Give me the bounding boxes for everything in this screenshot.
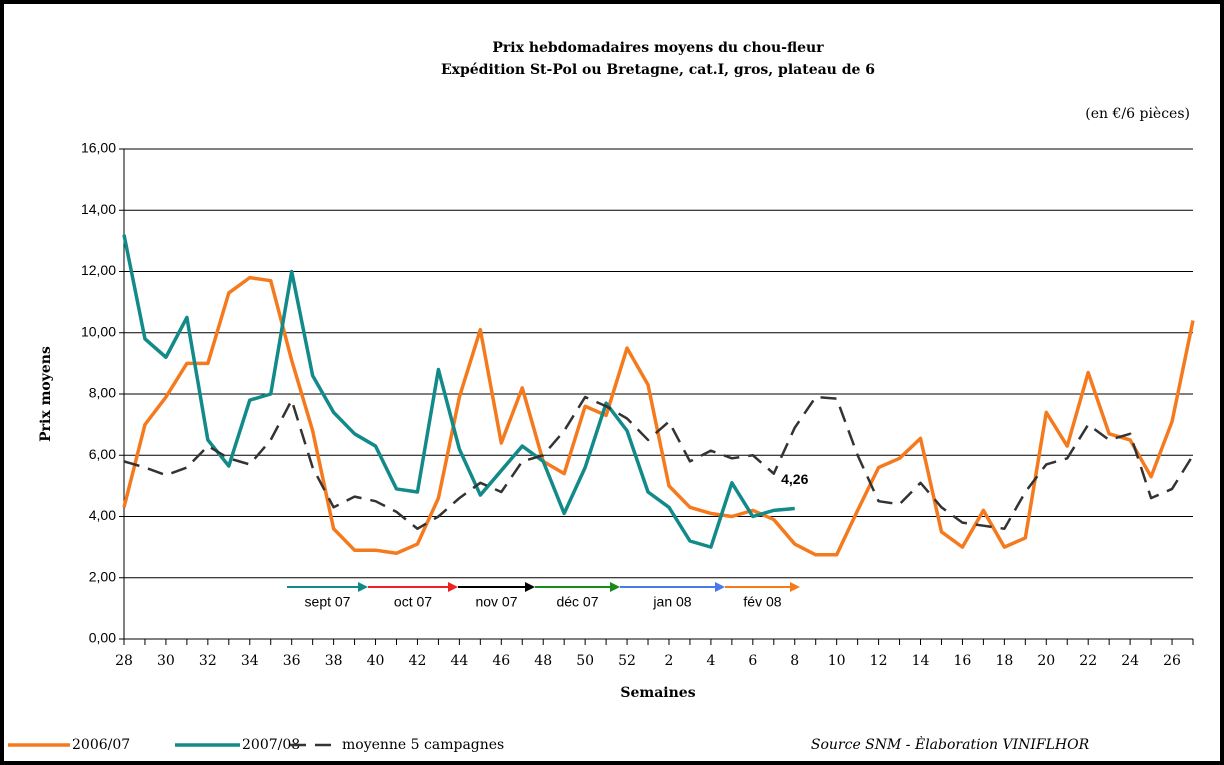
month-label: jan 08 [652, 594, 691, 610]
x-tick-label: 44 [450, 653, 468, 669]
y-tick-label: 8,00 [89, 385, 116, 401]
x-tick-label: 22 [1079, 653, 1097, 669]
data-label: 4,26 [781, 471, 808, 487]
month-label: déc 07 [556, 594, 598, 610]
x-tick-label: 36 [283, 653, 301, 669]
y-tick-label: 0,00 [89, 630, 116, 646]
month-label: sept 07 [305, 594, 351, 610]
x-tick-label: 6 [748, 653, 757, 669]
x-tick-label: 34 [241, 653, 259, 669]
month-label: oct 07 [394, 594, 432, 610]
x-tick-label: 4 [706, 653, 715, 669]
x-tick-label: 8 [790, 653, 799, 669]
x-tick-label: 20 [1037, 653, 1055, 669]
arrow-head [715, 582, 725, 592]
unit-note: (en €/6 pièces) [1085, 106, 1190, 122]
arrow-head [358, 582, 368, 592]
y-axis-label: Prix moyens [38, 346, 54, 442]
x-tick-label: 38 [325, 653, 343, 669]
month-label: nov 07 [475, 594, 517, 610]
x-tick-label: 46 [492, 653, 510, 669]
series-line [122, 234, 795, 549]
x-tick-label: 18 [995, 653, 1013, 669]
x-tick-label: 2 [665, 653, 674, 669]
x-tick-label: 14 [912, 653, 930, 669]
x-tick-label: 16 [954, 653, 972, 669]
y-tick-label: 4,00 [89, 507, 116, 523]
legend-label: 2007/08 [242, 737, 300, 753]
legend-label: moyenne 5 campagnes [342, 737, 504, 753]
chart-subtitle: Expédition St-Pol ou Bretagne, cat.I, gr… [441, 62, 875, 78]
y-tick-label: 16,00 [81, 140, 116, 156]
y-tick-label: 14,00 [81, 201, 116, 217]
y-tick-label: 10,00 [81, 323, 116, 339]
arrow-head [525, 582, 535, 592]
source-note: Source SNM - Èlaboration VINIFLHOR [811, 735, 1090, 753]
x-tick-label: 42 [409, 653, 427, 669]
x-tick-label: 52 [618, 653, 636, 669]
x-axis-label: Semaines [620, 685, 695, 701]
legend-label: 2006/07 [72, 737, 130, 753]
x-tick-label: 50 [576, 653, 594, 669]
arrow-head [790, 582, 800, 592]
series-line [122, 275, 1195, 557]
month-label: fév 08 [743, 594, 781, 610]
y-tick-label: 6,00 [89, 446, 116, 462]
chart-title: Prix hebdomadaires moyens du chou-fleur [492, 40, 824, 56]
x-tick-label: 32 [199, 653, 217, 669]
y-tick-label: 12,00 [81, 262, 116, 278]
arrow-head [610, 582, 620, 592]
series-line [123, 395, 1195, 530]
x-tick-label: 48 [534, 653, 552, 669]
y-tick-label: 2,00 [89, 568, 116, 584]
x-tick-label: 30 [157, 653, 175, 669]
arrow-head [448, 582, 458, 592]
x-tick-label: 40 [367, 653, 385, 669]
x-tick-label: 12 [870, 653, 888, 669]
x-tick-label: 24 [1121, 653, 1139, 669]
x-tick-label: 26 [1163, 653, 1181, 669]
x-tick-label: 28 [115, 653, 133, 669]
x-tick-label: 10 [828, 653, 846, 669]
